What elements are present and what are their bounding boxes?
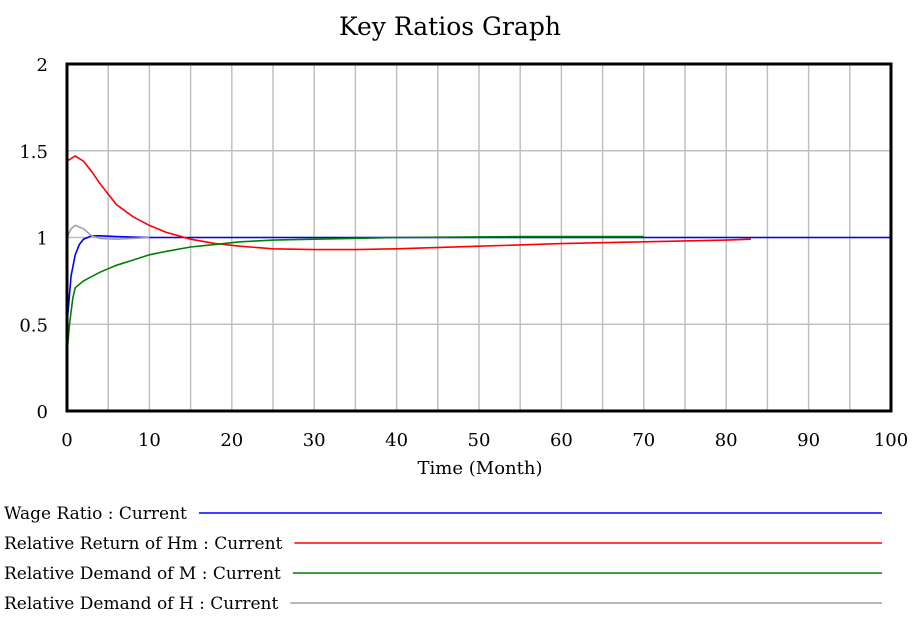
x-tick-label: 70 <box>632 430 655 451</box>
y-tick-label: 1 <box>37 229 48 250</box>
series-lines <box>66 155 891 354</box>
x-tick-label: 90 <box>797 430 820 451</box>
x-tick-label: 80 <box>715 430 738 451</box>
legend-label-wage-ratio: Wage Ratio : Current <box>4 504 187 524</box>
series-line-relative-demand-of-h <box>66 224 150 241</box>
x-tick-label: 30 <box>303 430 326 451</box>
series-line-relative-return-of-hm <box>66 155 751 251</box>
x-tick-label: 20 <box>220 430 243 451</box>
y-tick-labels: 0 0.5 1 1.5 2 <box>19 55 48 423</box>
x-tick-label: 10 <box>138 430 161 451</box>
x-tick-label: 100 <box>874 430 908 451</box>
series-line-relative-demand-of-m <box>66 235 644 354</box>
plot-frame <box>65 62 893 413</box>
y-tick-label: 0 <box>37 402 48 423</box>
x-tick-label: 0 <box>61 430 72 451</box>
legend: Wage Ratio : Current Relative Return of H… <box>4 504 882 614</box>
series-line-wage-ratio <box>66 235 891 325</box>
y-tick-label: 1.5 <box>19 142 48 163</box>
x-axis-label: Time (Month) <box>418 458 543 479</box>
x-tick-label: 50 <box>468 430 491 451</box>
y-tick-label: 0.5 <box>19 315 48 336</box>
legend-label-relative-demand-of-m: Relative Demand of M : Current <box>4 564 281 584</box>
x-tick-label: 60 <box>550 430 573 451</box>
legend-label-relative-return-of-hm: Relative Return of Hm : Current <box>4 534 283 554</box>
x-tick-label: 40 <box>385 430 408 451</box>
x-tick-labels: 0 10 20 30 40 50 60 70 80 90 100 <box>61 430 908 451</box>
y-tick-label: 2 <box>37 55 48 76</box>
chart-title: Key Ratios Graph <box>339 12 561 41</box>
legend-label-relative-demand-of-h: Relative Demand of H : Current <box>4 594 278 614</box>
